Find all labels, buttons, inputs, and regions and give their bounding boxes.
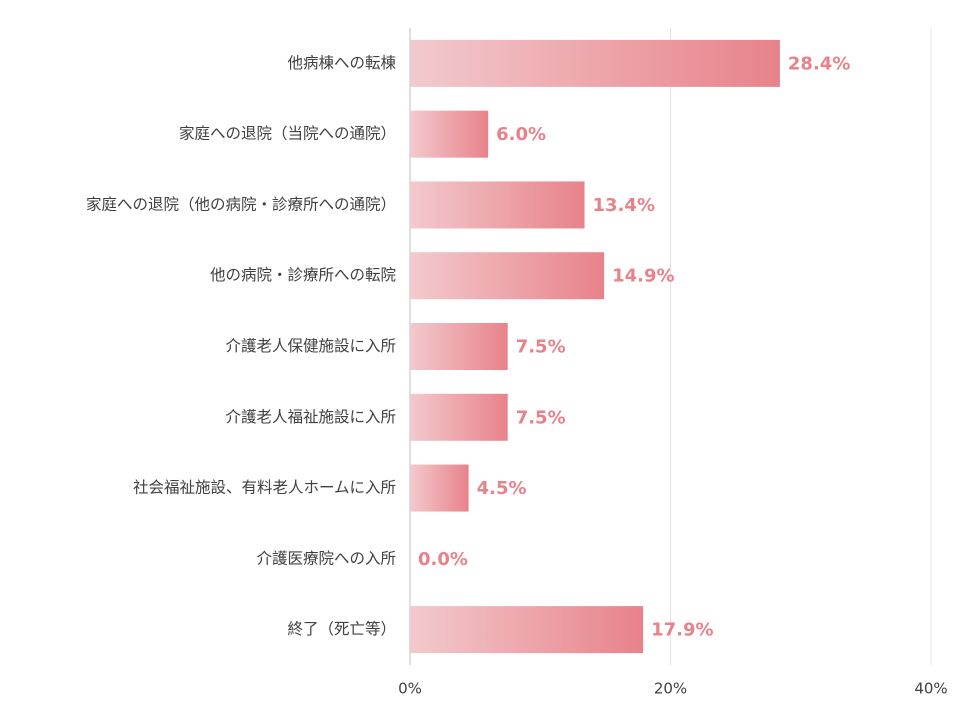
- x-tick-label: 20%: [654, 680, 687, 698]
- bar: [410, 39, 780, 87]
- category-label: 介護老人福祉施設に入所: [225, 408, 396, 426]
- category-label: 家庭への退院（他の病院・診療所への通院）: [86, 194, 396, 213]
- x-tick-label: 0%: [398, 680, 422, 698]
- value-label: 4.5%: [477, 478, 527, 499]
- bar: [410, 110, 489, 158]
- bar: [410, 606, 644, 654]
- value-label: 28.4%: [788, 53, 850, 74]
- bar: [410, 393, 508, 441]
- value-label: 13.4%: [593, 195, 655, 216]
- value-label: 7.5%: [516, 407, 566, 428]
- value-label: 6.0%: [496, 124, 546, 145]
- category-label: 介護医療院への入所: [256, 548, 396, 567]
- bar: [410, 323, 508, 370]
- bar: [410, 181, 585, 229]
- value-label: 0.0%: [418, 549, 468, 570]
- category-label: 終了（死亡等）: [287, 620, 396, 638]
- value-label: 7.5%: [516, 337, 566, 358]
- category-label: 他の病院・診療所への転院: [210, 265, 396, 284]
- category-label: 社会福祉施設、有料老人ホームに入所: [133, 479, 396, 497]
- category-label: 他病棟への転棟: [287, 54, 396, 72]
- bar: [410, 252, 605, 300]
- bar: [410, 464, 469, 512]
- category-label: 介護老人保健施設に入所: [225, 337, 396, 355]
- x-tick-label: 40%: [914, 680, 947, 698]
- value-label: 14.9%: [612, 266, 674, 287]
- value-label: 17.9%: [651, 620, 713, 641]
- category-label: 家庭への退院（当院への通院）: [179, 124, 396, 143]
